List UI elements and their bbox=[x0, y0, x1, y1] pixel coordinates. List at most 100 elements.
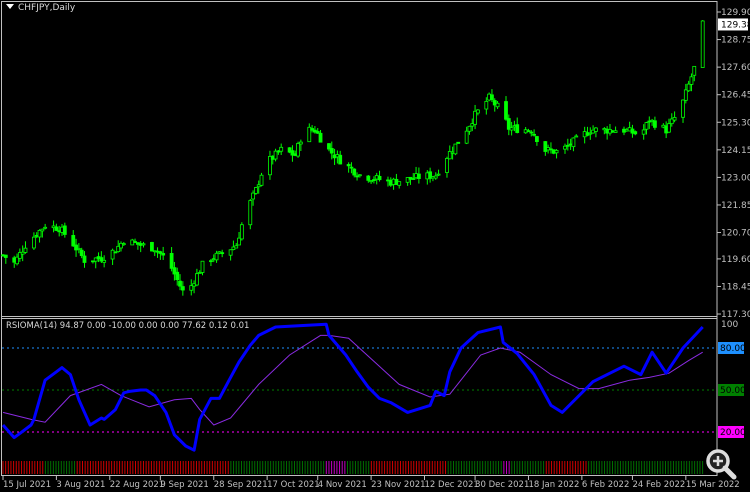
rsi-histogram bbox=[2, 461, 704, 474]
candle bbox=[338, 150, 343, 165]
candle-body bbox=[287, 147, 292, 153]
candle bbox=[17, 248, 22, 262]
candle bbox=[447, 145, 452, 160]
candle-body bbox=[653, 120, 657, 128]
symbol-title[interactable]: CHFJPY,Daily bbox=[6, 3, 75, 13]
current-price-label: 129.38 bbox=[721, 20, 750, 30]
candle bbox=[307, 123, 312, 143]
candle-body bbox=[355, 175, 359, 178]
candle bbox=[315, 127, 320, 134]
candle bbox=[405, 177, 410, 186]
price-tick-label: 127.60 bbox=[721, 63, 750, 73]
dropdown-triangle-icon bbox=[6, 4, 14, 9]
candle-body bbox=[239, 224, 244, 240]
candle-body bbox=[71, 235, 76, 247]
candle-body bbox=[93, 257, 98, 262]
candle-body bbox=[473, 110, 477, 125]
candle bbox=[571, 137, 576, 152]
price-tick-label: 124.15 bbox=[721, 146, 750, 156]
candle-body bbox=[17, 252, 22, 259]
chart-frame bbox=[1, 1, 718, 476]
candle-body bbox=[169, 253, 174, 269]
candle bbox=[32, 232, 36, 251]
candle bbox=[79, 247, 84, 259]
rsi-level-box bbox=[718, 342, 744, 354]
candle bbox=[416, 167, 421, 184]
current-price-box bbox=[718, 18, 748, 31]
candle bbox=[82, 251, 87, 268]
candle bbox=[352, 168, 357, 178]
candle-body bbox=[571, 137, 576, 148]
candle bbox=[588, 127, 593, 140]
candle bbox=[93, 257, 98, 269]
candle bbox=[273, 148, 278, 162]
date-tick-label: 15 Mar 2022 bbox=[686, 480, 740, 490]
candle bbox=[667, 118, 671, 134]
candle-body bbox=[133, 241, 137, 243]
candle-body bbox=[234, 245, 239, 249]
candle-body bbox=[492, 100, 497, 106]
candle-body bbox=[633, 131, 638, 135]
candle-body bbox=[256, 184, 261, 188]
rsi-level-label: 20.00 bbox=[720, 428, 746, 438]
candle-body bbox=[565, 144, 570, 147]
candle bbox=[327, 142, 331, 152]
candle bbox=[133, 238, 137, 244]
candle bbox=[467, 125, 472, 135]
candle bbox=[54, 223, 59, 232]
candle-body bbox=[23, 247, 28, 253]
candle bbox=[23, 241, 28, 254]
candle bbox=[475, 109, 480, 116]
candle-body bbox=[20, 251, 25, 255]
candle bbox=[543, 140, 548, 156]
candle-body bbox=[563, 145, 567, 150]
candle bbox=[172, 261, 177, 281]
candle bbox=[686, 80, 691, 92]
candle-body bbox=[150, 242, 154, 252]
candle bbox=[532, 129, 536, 137]
candle bbox=[150, 241, 154, 252]
candle-body bbox=[372, 179, 376, 181]
candle bbox=[506, 114, 511, 136]
candle-body bbox=[681, 99, 685, 118]
candle-body bbox=[475, 109, 480, 114]
candle bbox=[116, 240, 121, 253]
candle-body bbox=[366, 175, 371, 181]
candle bbox=[20, 245, 25, 262]
candle bbox=[15, 253, 19, 266]
candle bbox=[372, 176, 376, 184]
candle-body bbox=[158, 251, 163, 254]
candle-body bbox=[405, 177, 410, 183]
zoom-magnifier-icon[interactable] bbox=[704, 447, 738, 481]
price-tick-label: 128.75 bbox=[721, 36, 750, 46]
candle-body bbox=[453, 143, 458, 155]
candle-body bbox=[641, 129, 646, 135]
price-tick-label: 119.60 bbox=[721, 255, 750, 265]
date-tick-label: 18 Jan 2022 bbox=[528, 480, 579, 490]
candle-body bbox=[62, 225, 67, 235]
price-tick-label: 125.30 bbox=[721, 118, 750, 128]
candle-body bbox=[397, 181, 402, 186]
candle-body bbox=[194, 273, 199, 286]
candle bbox=[119, 241, 123, 252]
candle-body bbox=[445, 158, 449, 173]
candle-body bbox=[526, 130, 531, 133]
price-tick-label: 118.45 bbox=[721, 282, 750, 292]
candle-body bbox=[338, 154, 343, 165]
candle bbox=[509, 121, 514, 136]
candle bbox=[613, 126, 618, 133]
candle-body bbox=[464, 130, 469, 144]
rsi-level-box bbox=[718, 426, 744, 438]
rsi-level-label: 80.00 bbox=[720, 344, 746, 354]
candle-body bbox=[318, 132, 323, 143]
candle bbox=[563, 143, 567, 154]
candle-body bbox=[279, 146, 284, 152]
candle-body bbox=[220, 252, 225, 255]
candle-body bbox=[253, 187, 258, 194]
candle-body bbox=[357, 174, 362, 177]
candle-body bbox=[76, 248, 81, 250]
candle-body bbox=[290, 150, 295, 156]
candle-body bbox=[532, 133, 536, 136]
